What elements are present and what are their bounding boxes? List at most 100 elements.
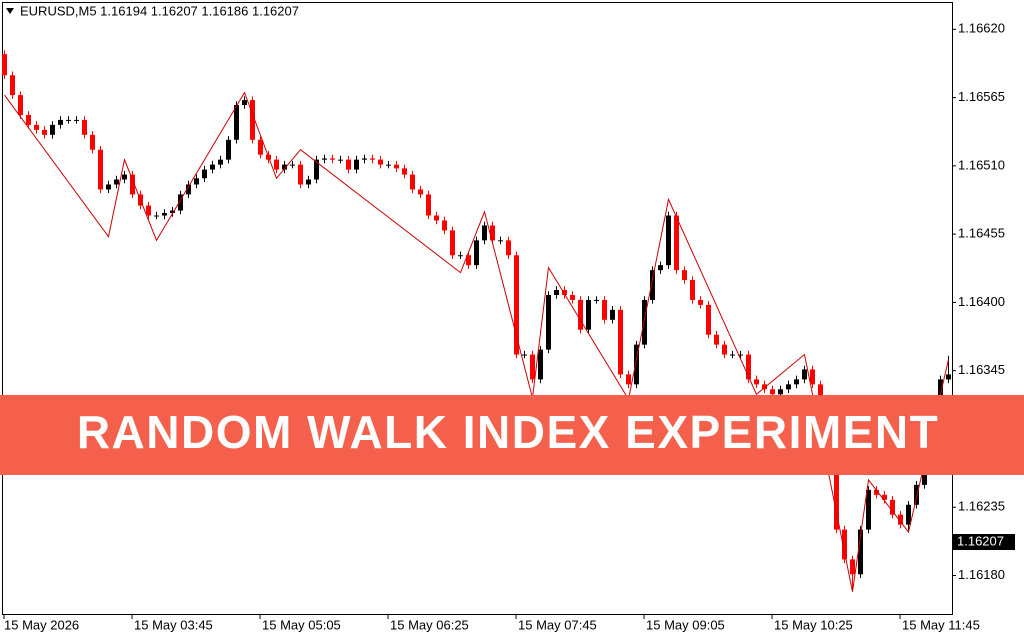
candle-body bbox=[522, 354, 527, 356]
candle-body bbox=[858, 529, 863, 575]
candle-body bbox=[618, 309, 623, 375]
candle-body bbox=[698, 299, 703, 305]
candle-body bbox=[906, 504, 911, 525]
candle-body bbox=[850, 559, 855, 575]
candle-body bbox=[802, 369, 807, 380]
price-label-box bbox=[953, 534, 1015, 550]
candle-body bbox=[26, 114, 31, 125]
candle-body bbox=[602, 299, 607, 320]
candle-body bbox=[234, 105, 239, 140]
candle-body bbox=[890, 499, 895, 515]
candle-body bbox=[386, 164, 391, 166]
candle-body bbox=[722, 344, 727, 355]
candle-body bbox=[330, 158, 335, 160]
candle-body bbox=[914, 484, 919, 505]
candle-body bbox=[90, 134, 95, 150]
plot-frame bbox=[2, 2, 953, 615]
candle-body bbox=[434, 215, 439, 221]
candle-body bbox=[402, 168, 407, 175]
candle-body bbox=[170, 210, 175, 214]
candle-body bbox=[570, 294, 575, 300]
candle-body bbox=[370, 158, 375, 160]
candle-body bbox=[882, 494, 887, 500]
candle-body bbox=[650, 270, 655, 300]
candle-body bbox=[946, 374, 951, 380]
candle-body bbox=[554, 290, 559, 295]
candle-body bbox=[538, 349, 543, 380]
candle-body bbox=[682, 270, 687, 281]
candle-body bbox=[10, 75, 15, 96]
candle-body bbox=[378, 159, 383, 165]
menu-triangle bbox=[6, 8, 14, 14]
x-tick-label: 15 May 2026 bbox=[4, 617, 79, 632]
candle-body bbox=[578, 299, 583, 330]
y-tick-label: 1.16455 bbox=[958, 226, 1005, 241]
candle-body bbox=[322, 158, 327, 160]
candle-body bbox=[666, 215, 671, 266]
y-tick-label: 1.16345 bbox=[958, 362, 1005, 377]
y-tick-label: 1.16180 bbox=[958, 567, 1005, 582]
candle-body bbox=[298, 164, 303, 185]
candle-body bbox=[394, 164, 399, 169]
chart-title: EURUSD,M5 1.16194 1.16207 1.16186 1.1620… bbox=[20, 3, 299, 18]
candle-body bbox=[794, 379, 799, 385]
candle-body bbox=[546, 294, 551, 350]
candle-body bbox=[778, 389, 783, 395]
overlay: RANDOM WALK INDEX EXPERIMENT bbox=[0, 395, 1024, 475]
candle-body bbox=[474, 240, 479, 266]
candle-body bbox=[498, 240, 503, 242]
candle-body bbox=[98, 149, 103, 190]
candle-body bbox=[186, 184, 191, 195]
candle-body bbox=[18, 95, 23, 115]
candle-body bbox=[810, 369, 815, 385]
candle-body bbox=[426, 194, 431, 216]
x-tick-label: 15 May 05:05 bbox=[262, 617, 341, 632]
candle-body bbox=[34, 124, 39, 130]
candle-body bbox=[202, 169, 207, 179]
candle-body bbox=[514, 255, 519, 355]
candle-body bbox=[466, 255, 471, 266]
candle-body bbox=[218, 159, 223, 165]
candle-body bbox=[842, 529, 847, 560]
candle-body bbox=[210, 164, 215, 170]
candle-body bbox=[834, 470, 839, 530]
candle-body bbox=[626, 374, 631, 385]
price-label: 1.16207 bbox=[957, 533, 1004, 548]
candle-body bbox=[274, 159, 279, 170]
candle-body bbox=[938, 379, 943, 400]
candle-body bbox=[530, 354, 535, 380]
candle-body bbox=[482, 225, 487, 241]
candle-body bbox=[178, 194, 183, 211]
candle-body bbox=[458, 255, 463, 257]
y-tick-label: 1.16400 bbox=[958, 294, 1005, 309]
candle-body bbox=[410, 174, 415, 190]
candle-body bbox=[418, 189, 423, 195]
candle-body bbox=[866, 489, 871, 530]
candle-body bbox=[738, 354, 743, 356]
candle-body bbox=[122, 174, 127, 180]
x-tick-label: 15 May 09:05 bbox=[646, 617, 725, 632]
candle-body bbox=[338, 159, 343, 161]
candle-body bbox=[354, 159, 359, 170]
candle-body bbox=[66, 119, 71, 121]
candle-body bbox=[42, 129, 47, 135]
candle-body bbox=[306, 179, 311, 185]
x-tick-label: 15 May 03:45 bbox=[134, 617, 213, 632]
candle-body bbox=[762, 384, 767, 390]
candle-body bbox=[770, 389, 775, 395]
candle-body bbox=[594, 299, 599, 301]
banner bbox=[0, 395, 1024, 475]
x-tick-label: 15 May 10:25 bbox=[774, 617, 853, 632]
candle-body bbox=[442, 220, 447, 231]
candle-body bbox=[2, 54, 7, 76]
y-tick-label: 1.16510 bbox=[958, 157, 1005, 172]
candle-body bbox=[506, 240, 511, 256]
candle-body bbox=[874, 489, 879, 495]
y-tick-label: 1.16620 bbox=[958, 21, 1005, 36]
candle-body bbox=[114, 179, 119, 185]
candle-body bbox=[106, 184, 111, 190]
candle-body bbox=[898, 514, 903, 525]
candle-body bbox=[146, 205, 151, 216]
candle-body bbox=[82, 119, 87, 135]
